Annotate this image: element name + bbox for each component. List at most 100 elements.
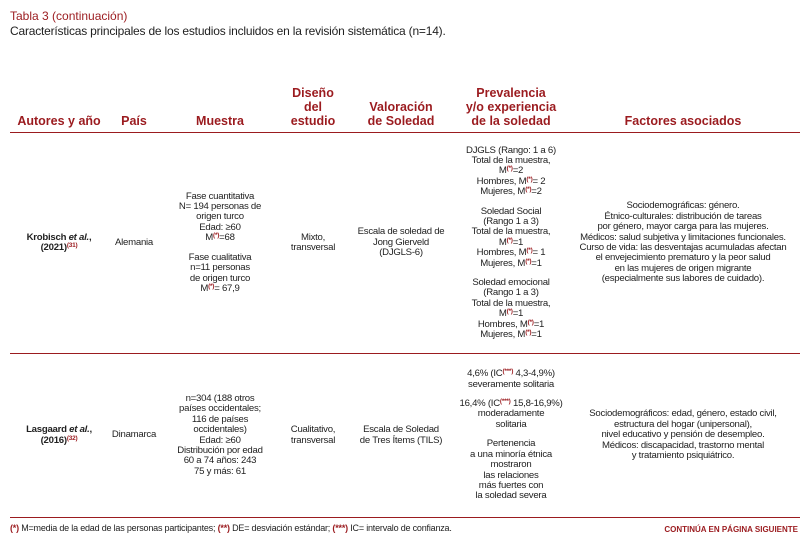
line: solitaria xyxy=(495,418,527,430)
line: 16,4% (IC(***) 15,8-16,9%) xyxy=(456,398,566,409)
line: País xyxy=(121,114,147,128)
text: Hombres, M xyxy=(476,175,527,187)
text: M xyxy=(498,308,507,320)
table-cell: Fase cuantitativa N= 194 personas de orige… xyxy=(160,132,280,354)
text: = 1 xyxy=(532,247,546,259)
line: (2021)(31) xyxy=(10,242,108,253)
line: Pertenencia xyxy=(486,438,536,450)
text: =1 xyxy=(531,329,542,341)
table-cell: Mixto, transversal xyxy=(280,132,346,354)
column-header: Diseño del estudio xyxy=(280,70,346,133)
text: , xyxy=(88,231,92,243)
text: M=media de la edad de las personas parti… xyxy=(18,523,218,533)
line: de Tres Ítems (TILS) xyxy=(359,434,443,446)
line: M(*)=1 xyxy=(456,308,566,320)
table-caption: Tabla 3 (continuación) xyxy=(10,9,128,23)
line: n=11 personas xyxy=(190,262,250,274)
column-header: Prevalencia y/o experiencia de la soledad xyxy=(456,70,566,133)
table-cell: Dinamarca xyxy=(108,353,160,518)
line: la soledad severa xyxy=(475,490,547,502)
line: (Rango 1 a 3) xyxy=(483,287,539,299)
text: = 67,9 xyxy=(214,282,240,294)
reference: (***) xyxy=(502,368,514,376)
text: =1 xyxy=(512,308,524,320)
reference: (*) xyxy=(525,257,532,265)
table-cell: Sociodemográficas: género. Étnico-cultura… xyxy=(566,132,800,354)
paragraph: Soledad Social (Rango 1 a 3) Total de la m… xyxy=(456,206,566,269)
line: Lasgaard et al., xyxy=(10,424,108,436)
line: Autores y año xyxy=(17,114,101,128)
paragraph: DJGLS (Rango: 1 a 6) Total de la muestra,… xyxy=(456,145,566,198)
paragraph: Soledad emocional (Rango 1 a 3) Total de l… xyxy=(456,277,566,341)
table-cell: Escala de Soledad de Tres Ítems (TILS) xyxy=(346,353,456,518)
column-header: Autores y año xyxy=(10,70,108,133)
line: y tratamiento psiquiátrico. xyxy=(631,450,735,462)
line: Sociodemográficos: edad, género, estado … xyxy=(589,408,777,420)
reference: (*) xyxy=(526,247,533,255)
line: Hombres, M(*)= 2 xyxy=(456,175,566,187)
table-row: Lasgaard et al., (2016)(32) Dinamarca n=304… xyxy=(10,353,800,518)
line: 116 de países xyxy=(191,413,249,425)
reference: (*) xyxy=(525,329,532,337)
line: Edad: ≥60 xyxy=(199,434,241,446)
line: occidentales) xyxy=(193,424,247,436)
footnote-mark: (*) xyxy=(10,523,19,533)
line: por género, mayor carga para las mujeres… xyxy=(597,221,769,233)
line: transversal xyxy=(290,434,336,446)
table-subtitle: Características principales de los estud… xyxy=(10,24,446,38)
paragraph: Sociodemográficas: género. Étnico-cultura… xyxy=(566,200,800,284)
line: Hombres, M(*)= 1 xyxy=(456,247,566,259)
text: M xyxy=(205,232,214,244)
line: países occidentales; xyxy=(179,403,261,415)
table: Autores y año País Muestra Diseño del estudi… xyxy=(10,70,800,518)
text: =2 xyxy=(512,165,524,177)
line: de origen turco xyxy=(189,272,251,284)
text: 4,6% (IC xyxy=(467,368,503,380)
paragraph: Fase cuantitativa N= 194 personas de orige… xyxy=(160,191,280,244)
continued-note: CONTINÚA EN PÁGINA SIGUIENTE xyxy=(664,525,798,534)
table-cell: Cualitativo, transversal xyxy=(280,353,346,518)
reference: (*) xyxy=(506,308,513,316)
line: Distribución por edad xyxy=(177,444,263,456)
table-cell: Escala de soledad de Jong Gierveld (DJGLS-… xyxy=(346,132,456,354)
table-cell: Krobisch et al., (2021)(31) xyxy=(10,132,108,354)
table-cell: 4,6% (IC(***) 4,3-4,9%) severamente solit… xyxy=(456,353,566,518)
text: =1 xyxy=(512,236,524,248)
line: el envejecimiento prematuro y la peor sa… xyxy=(595,252,771,264)
footnote: (*) M=media de la edad de las personas p… xyxy=(10,523,452,533)
column-header: Valoración de Soledad xyxy=(346,70,456,133)
paragraph: Pertenencia a una minoría étnica mostraron… xyxy=(456,438,566,502)
paragraph: Escala de soledad de Jong Gierveld (DJGLS-… xyxy=(346,226,456,258)
line: Prevalencia xyxy=(476,86,546,100)
text: 4,3-4,9%) xyxy=(513,368,556,380)
text: , xyxy=(89,424,93,436)
reference: (*) xyxy=(213,232,220,240)
column-header: Muestra xyxy=(160,70,280,133)
text: (2021) xyxy=(40,242,67,253)
line: Escala de soledad de xyxy=(357,226,445,238)
text: Lasgaard xyxy=(26,424,70,436)
line: Fase cualitativa xyxy=(188,251,252,263)
text: Hombres, M xyxy=(476,247,527,259)
line: Médicos: salud subjetiva y limitaciones … xyxy=(580,231,786,243)
paragraph: Alemania xyxy=(108,237,160,248)
text: M xyxy=(498,165,507,177)
line: Hombres, M(*)=1 xyxy=(456,319,566,330)
text: =1 xyxy=(531,257,542,269)
paragraph: Krobisch et al., (2021)(31) xyxy=(10,231,108,254)
line: Total de la muestra, xyxy=(471,154,551,166)
footnote-mark: (**) xyxy=(217,523,230,533)
reference: (*) xyxy=(506,236,513,244)
paragraph: Sociodemográficos: edad, género, estado … xyxy=(566,409,800,461)
paragraph: Lasgaard et al., (2016)(32) xyxy=(10,424,108,446)
paragraph: 4,6% (IC(***) 4,3-4,9%) severamente solit… xyxy=(456,369,566,390)
line: (2016)(32) xyxy=(10,435,108,446)
line: severamente solitaria xyxy=(468,378,554,390)
paragraph: 16,4% (IC(***) 15,8-16,9%) moderadamente s… xyxy=(456,398,566,430)
column-header: País xyxy=(108,70,160,133)
text: Krobisch xyxy=(26,231,69,243)
reference: (*) xyxy=(525,186,532,194)
column-header: Factores asociados xyxy=(566,70,800,133)
line: M(*)= 67,9 xyxy=(160,282,280,294)
